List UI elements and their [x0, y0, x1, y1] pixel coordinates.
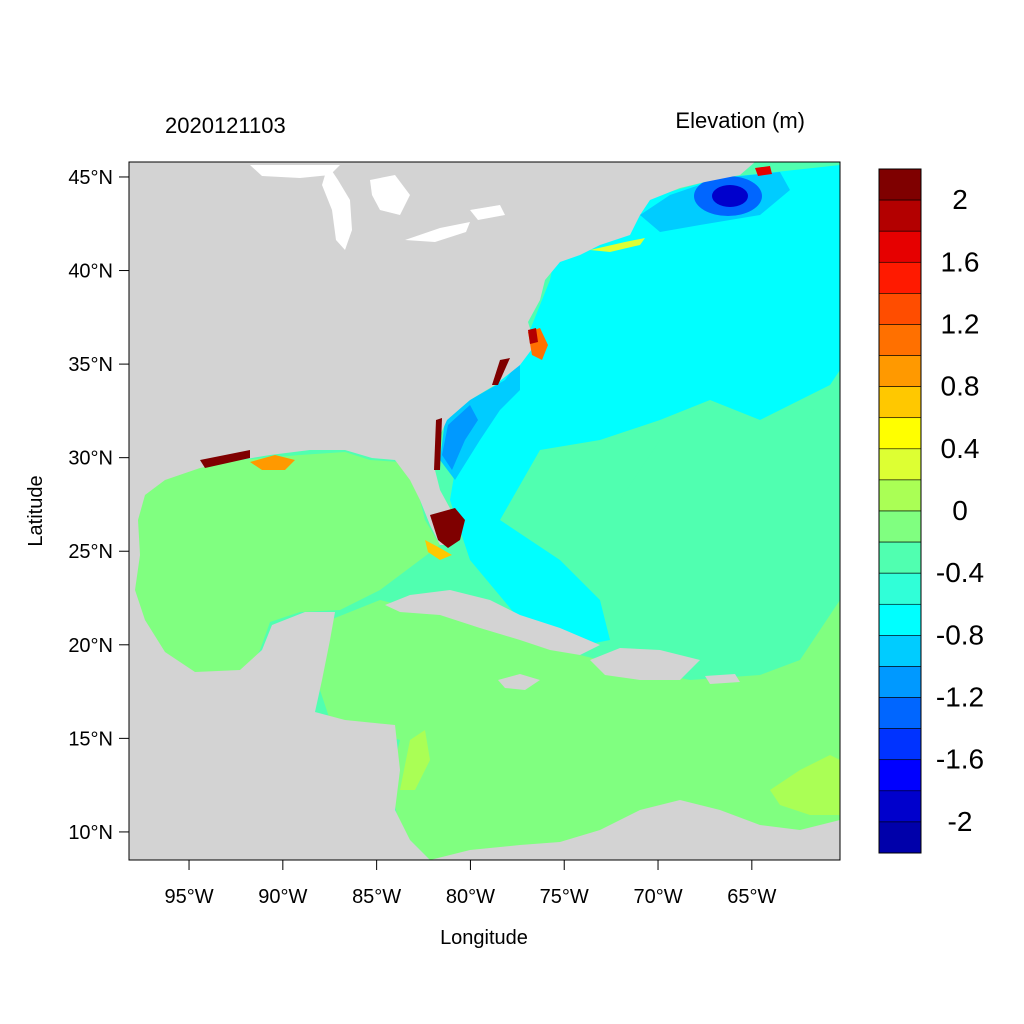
- lon-tick-label: 70°W: [633, 886, 682, 908]
- lon-tick-label: 75°W: [540, 886, 589, 908]
- lat-tick-label: 30°N: [68, 448, 113, 470]
- carolina-coast-marsh: [492, 358, 510, 385]
- colorbar-swatch: [878, 759, 922, 792]
- colorbar-label: -1.2: [936, 682, 984, 713]
- colorbar-label: -0.8: [936, 619, 984, 650]
- lon-tick-label: 90°W: [258, 886, 307, 908]
- louisiana-coast-red: [200, 450, 250, 468]
- colorbar: [878, 168, 922, 854]
- florida-southwest-surge: [430, 508, 465, 548]
- colorbar-swatch: [878, 572, 922, 605]
- colorbar-swatch: [878, 635, 922, 667]
- colorbar-swatch: [878, 541, 922, 574]
- colorbar-frame: [878, 168, 922, 854]
- colorbar-swatch: [878, 603, 922, 636]
- colorbar-label: 0.4: [941, 433, 980, 464]
- north-america-land: [129, 162, 755, 860]
- left-title: 2020121103: [165, 113, 286, 138]
- right-title: Elevation (m): [675, 108, 805, 133]
- lat-tick-label: 25°N: [68, 541, 113, 563]
- lake-huron: [370, 175, 410, 215]
- colorbar-label: 2: [952, 184, 968, 215]
- maine-coast-red: [755, 166, 772, 176]
- lat-tick-label: 40°N: [68, 261, 113, 283]
- lat-tick-label: 20°N: [68, 635, 113, 657]
- x-axis-label: Longitude: [440, 927, 528, 949]
- colorbar-swatch: [878, 199, 922, 232]
- lat-tick-label: 35°N: [68, 354, 113, 376]
- colorbar-labels: 2 1.6 1.2 0.8 0.4 0 -0.4 -0.8 -1.2 -1.6 -2: [936, 184, 984, 837]
- lat-tick-label: 15°N: [68, 728, 113, 750]
- florida-southwest-shelf: [425, 540, 452, 560]
- colorbar-label: 1.2: [941, 308, 980, 339]
- lat-tick-label: 45°N: [68, 167, 113, 189]
- map-panel: [129, 162, 840, 860]
- gulf-of-mexico-fill: [129, 452, 440, 680]
- colorbar-label: 0.8: [941, 371, 980, 402]
- lake-superior: [250, 165, 340, 178]
- atlantic-coast-marsh: [434, 418, 442, 470]
- colorbar-label: 0: [952, 495, 968, 526]
- colorbar-swatch: [878, 728, 922, 761]
- colorbar-label: -2: [948, 806, 973, 837]
- nicaragua-shelf-patch: [400, 730, 430, 790]
- lake-erie: [405, 222, 470, 242]
- colorbar-swatch: [878, 479, 922, 512]
- colorbar-swatch: [878, 168, 922, 201]
- gulf-of-maine-deep: [712, 185, 748, 207]
- colorbar-swatch: [878, 821, 922, 854]
- colorbar-swatch: [878, 448, 922, 481]
- georgia-bight-band: [442, 405, 478, 470]
- lat-tick-label: 10°N: [68, 822, 113, 844]
- louisiana-coast-surge: [250, 455, 295, 470]
- puerto-rico-land: [705, 674, 740, 684]
- lon-tick-label: 80°W: [446, 886, 495, 908]
- lon-tick-label: 85°W: [352, 886, 401, 908]
- longitude-axis: 95°W 90°W 85°W 80°W 75°W 70°W 65°W: [164, 860, 777, 908]
- colorbar-swatch: [878, 324, 922, 356]
- jamaica-land: [498, 674, 540, 690]
- long-island-sound: [590, 238, 645, 252]
- lon-tick-label: 95°W: [164, 886, 213, 908]
- caribbean-sea-fill: [320, 600, 840, 860]
- caribbean-east-patch: [770, 755, 840, 815]
- latitude-axis: 45°N 40°N 35°N 30°N 25°N 20°N 15°N 10°N: [68, 167, 129, 844]
- hispaniola-land: [590, 648, 700, 680]
- y-axis-label: Latitude: [25, 475, 47, 546]
- atlantic-eastern-zone: [600, 370, 840, 680]
- plot-frame: [128, 161, 841, 861]
- colorbar-swatch: [878, 697, 922, 729]
- colorbar-label: -1.6: [936, 744, 984, 775]
- colorbar-swatch: [878, 293, 922, 325]
- colorbar-label: 1.6: [941, 246, 980, 277]
- atlantic-negative-band: [450, 165, 840, 650]
- colorbar-swatch: [878, 790, 922, 823]
- colorbar-swatch: [878, 261, 922, 294]
- colorbar-swatch: [878, 417, 922, 450]
- colorbar-swatch: [878, 355, 922, 387]
- lake-ontario: [470, 205, 505, 220]
- colorbar-swatch: [878, 230, 922, 263]
- cuba-land: [385, 590, 600, 655]
- south-america-land: [430, 800, 840, 860]
- colorbar-swatch: [878, 386, 922, 419]
- colorbar-swatch: [878, 510, 922, 543]
- colorbar-swatch: [878, 666, 922, 698]
- lon-tick-label: 65°W: [727, 886, 776, 908]
- lake-michigan: [322, 165, 352, 250]
- colorbar-label: -0.4: [936, 557, 984, 588]
- pamlico-sound-red: [528, 328, 538, 344]
